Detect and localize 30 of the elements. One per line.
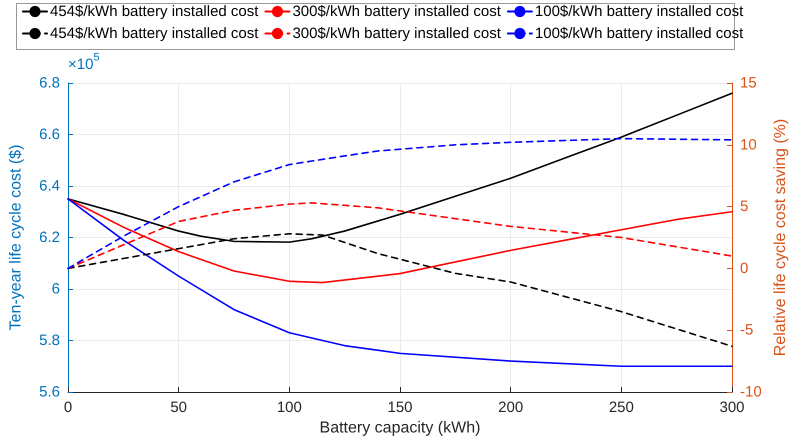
legend-label: 100$/kWh battery installed cost: [534, 3, 744, 20]
y2-tick-label: 0: [740, 260, 748, 277]
y-tick-label: 5.8: [39, 332, 60, 349]
line-series: [67, 198, 733, 284]
legend-label: 300$/kWh battery installed cost: [292, 25, 502, 42]
y-tick-label: 6.8: [39, 74, 60, 92]
legend-label: 454$/kWh battery installed cost: [50, 3, 260, 20]
legend-label: 454$/kWh battery installed cost: [50, 25, 260, 42]
legend-label: 300$/kWh battery installed cost: [292, 3, 502, 20]
x-tick-label: 0: [64, 399, 72, 416]
x-axis-title: Battery capacity (kWh): [320, 420, 480, 436]
y-axis-title: Ten-year life cycle cost ($): [8, 144, 24, 330]
x-tick-label: 100: [276, 399, 302, 416]
y-tick-label: 5.6: [39, 384, 60, 400]
y2-axis-title: Relative life cycle cost saving (%): [772, 118, 790, 356]
x-tick-label: 250: [608, 399, 634, 416]
y-tick-label: 6.6: [39, 126, 60, 143]
legend-label: 100$/kWh battery installed cost: [534, 25, 744, 42]
y2-tick-label: 10: [740, 136, 757, 154]
x-tick-label: 300: [719, 399, 745, 416]
y2-tick-label: -5: [740, 322, 754, 339]
y2-tick-label: 5: [740, 198, 748, 216]
x-tick-label: 200: [498, 399, 524, 416]
y2-tick-label: 15: [740, 74, 757, 92]
x-tick-label: 150: [387, 399, 413, 416]
y-tick-label: 6: [52, 280, 60, 298]
y-tick-label: 6.4: [39, 178, 60, 194]
y2-tick-label: -10: [740, 384, 762, 400]
x-tick-label: 50: [170, 399, 188, 416]
y-tick-label: 6.2: [39, 229, 60, 246]
